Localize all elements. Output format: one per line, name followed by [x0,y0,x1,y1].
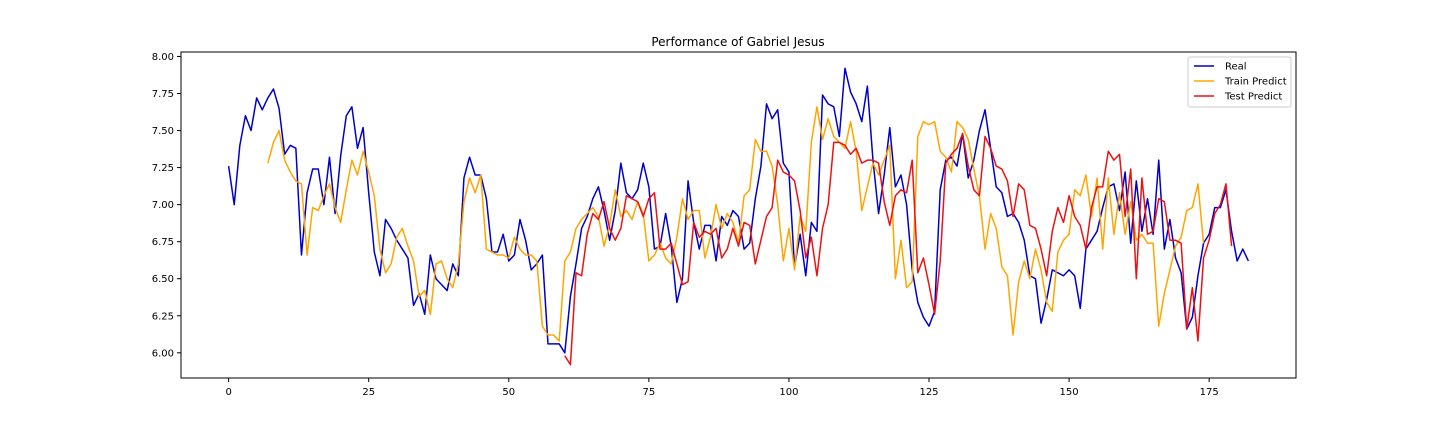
x-tick-label: 50 [502,387,515,398]
series-line-test-predict [564,132,1233,366]
x-tick-label: 0 [225,387,231,398]
x-tick-label: 100 [779,387,798,398]
x-tick-label: 125 [919,387,938,398]
x-tick-label: 25 [362,387,375,398]
series-line-train-predict [267,106,1205,342]
chart-title: Performance of Gabriel Jesus [651,35,824,49]
y-tick-label: 6.00 [152,348,174,359]
x-tick-label: 75 [642,387,655,398]
x-axis: 0 25 50 75 100 125 150 175 [225,378,1219,398]
y-tick-label: 6.25 [152,311,174,322]
y-tick-label: 6.75 [152,237,174,248]
x-tick-label: 175 [1200,387,1219,398]
legend-label-test-predict: Test Predict [1224,92,1282,103]
y-tick-label: 7.50 [152,126,174,137]
y-tick-label: 7.25 [152,163,174,174]
legend-label-real: Real [1225,62,1247,73]
legend: Real Train Predict Test Predict [1187,56,1292,108]
y-tick-label: 6.50 [152,274,174,285]
legend-label-train-predict: Train Predict [1224,77,1287,88]
series-line-real [227,67,1250,354]
y-tick-label: 8.00 [152,52,174,63]
y-tick-label: 7.00 [152,200,174,211]
plot-area [180,51,1297,379]
y-axis: 6.00 6.25 6.50 6.75 7.00 7.25 7.50 7.75 8.00 [152,52,181,359]
y-tick-label: 7.75 [152,89,174,100]
legend-box [1187,56,1292,108]
series-layer [227,67,1250,366]
x-tick-label: 150 [1060,387,1079,398]
